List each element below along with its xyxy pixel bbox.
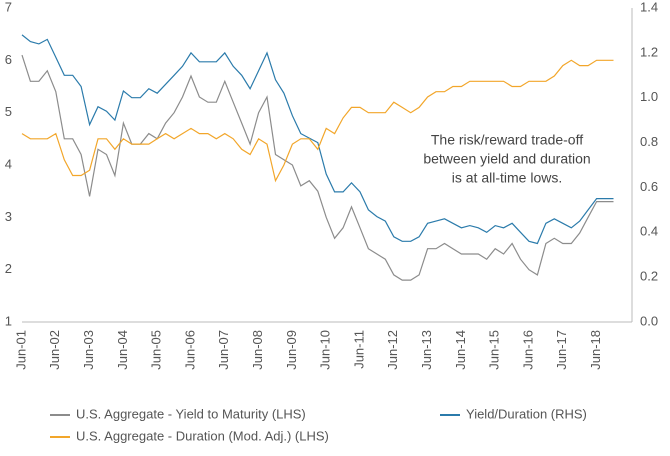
- y2-tick-label: 0.2: [640, 269, 658, 284]
- x-tick-label: Jun-08: [250, 330, 265, 370]
- y2-tick-label: 0.4: [640, 224, 658, 239]
- x-tick-label: Jun-16: [520, 330, 535, 370]
- y2-tick-label: 1.4: [640, 0, 658, 14]
- x-tick-label: Jun-17: [554, 330, 569, 370]
- y-tick-label: 6: [5, 52, 12, 67]
- x-tick-label: Jun-01: [13, 330, 28, 370]
- legend-label: U.S. Aggregate - Yield to Maturity (LHS): [76, 406, 306, 421]
- y-tick-label: 7: [5, 0, 12, 14]
- x-tick-label: Jun-06: [182, 330, 197, 370]
- x-tick-label: Jun-14: [453, 330, 468, 370]
- annotation: is at all-time lows.: [452, 170, 562, 186]
- y2-tick-label: 1.0: [640, 89, 658, 104]
- x-tick-label: Jun-15: [487, 330, 502, 370]
- x-tick-label: Jun-12: [385, 330, 400, 370]
- x-tick-label: Jun-09: [284, 330, 299, 370]
- y2-tick-label: 0.6: [640, 179, 658, 194]
- series-line: [21, 59, 614, 183]
- x-tick-label: Jun-11: [351, 330, 366, 369]
- annotation: The risk/reward trade-off: [431, 132, 583, 148]
- y2-tick-label: 0.8: [640, 134, 658, 149]
- annotation: between yield and duration: [423, 151, 590, 167]
- series-line: [21, 54, 614, 281]
- x-tick-label: Jun-04: [115, 330, 130, 370]
- x-tick-label: Jun-13: [419, 330, 434, 370]
- series-line: [21, 34, 614, 245]
- x-tick-label: Jun-18: [588, 330, 603, 370]
- x-tick-label: Jun-07: [216, 330, 231, 370]
- y-tick-label: 3: [5, 209, 12, 224]
- y-tick-label: 5: [5, 104, 12, 119]
- y-tick-label: 1: [5, 313, 12, 328]
- x-tick-label: Jun-02: [47, 330, 62, 370]
- y-tick-label: 2: [5, 261, 12, 276]
- legend-label: U.S. Aggregate - Duration (Mod. Adj.) (L…: [76, 428, 329, 443]
- y-tick-label: 4: [5, 156, 12, 171]
- y2-tick-label: 0.0: [640, 313, 658, 328]
- y2-tick-label: 1.2: [640, 44, 658, 59]
- x-tick-label: Jun-03: [81, 330, 96, 370]
- x-tick-label: Jun-05: [149, 330, 164, 370]
- legend-label: Yield/Duration (RHS): [466, 406, 587, 421]
- x-tick-label: Jun-10: [318, 330, 333, 370]
